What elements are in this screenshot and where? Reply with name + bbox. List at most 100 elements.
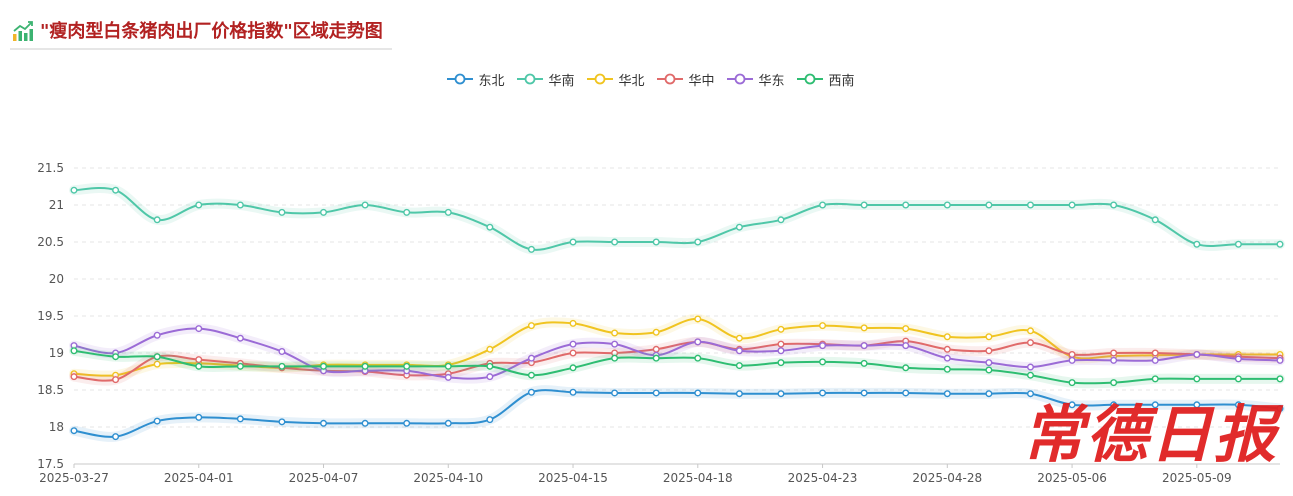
legend-label: 华中 [688, 73, 715, 89]
data-point [943, 345, 951, 353]
data-point [236, 201, 244, 209]
data-point [777, 359, 785, 367]
data-point [1026, 363, 1034, 371]
data-point [1110, 201, 1118, 209]
data-point [1151, 216, 1159, 224]
data-point [361, 419, 369, 427]
series-line-glow [69, 183, 1285, 255]
data-point [1068, 356, 1076, 364]
data-point [943, 333, 951, 341]
data-point [1026, 390, 1034, 398]
data-point [236, 362, 244, 370]
data-point [1276, 375, 1284, 383]
x-tick-label: 2025-05-09 [1162, 471, 1232, 485]
chart-title-bar: "瘦肉型白条猪肉出厂价格指数"区域走势图 [10, 14, 392, 50]
data-point [278, 362, 286, 370]
data-point [1026, 371, 1034, 379]
legend-marker-icon [586, 73, 613, 85]
data-point [860, 324, 868, 332]
legend-item[interactable]: 华中 [656, 68, 715, 90]
legend-label: 东北 [478, 73, 505, 89]
data-point [735, 390, 743, 398]
data-point [153, 216, 161, 224]
data-point [569, 319, 577, 327]
legend-label: 华南 [548, 73, 575, 89]
data-point [1110, 356, 1118, 364]
data-point [1234, 375, 1242, 383]
x-tick-label: 2025-04-28 [912, 471, 982, 485]
data-point [902, 342, 910, 350]
data-point [819, 201, 827, 209]
data-point [444, 208, 452, 216]
data-point [985, 366, 993, 374]
legend-item[interactable]: 华南 [516, 68, 575, 90]
data-point [195, 413, 203, 421]
data-point [527, 245, 535, 253]
data-point [694, 315, 702, 323]
legend-item[interactable]: 华北 [586, 68, 645, 90]
data-point [943, 201, 951, 209]
data-point [153, 331, 161, 339]
legend-item[interactable]: 西南 [796, 68, 855, 90]
data-point [902, 201, 910, 209]
data-point [195, 201, 203, 209]
data-point [985, 390, 993, 398]
data-point [735, 362, 743, 370]
data-point [1193, 375, 1201, 383]
x-tick-label: 2025-04-01 [164, 471, 234, 485]
data-point [735, 347, 743, 355]
data-point [1234, 355, 1242, 363]
data-point [112, 186, 120, 194]
data-point [403, 362, 411, 370]
data-point [694, 354, 702, 362]
data-point [486, 416, 494, 424]
data-point [236, 334, 244, 342]
legend-marker-icon [516, 73, 543, 85]
legend-marker-icon [796, 73, 823, 85]
data-point [1068, 201, 1076, 209]
data-point [902, 364, 910, 372]
data-point [1276, 405, 1284, 413]
data-point [278, 208, 286, 216]
legend-marker-icon [656, 73, 683, 85]
data-point [70, 427, 78, 435]
legend-label: 华北 [618, 73, 645, 89]
data-point [860, 389, 868, 397]
data-point [819, 322, 827, 330]
data-point [444, 419, 452, 427]
chart-title: "瘦肉型白条猪肉出厂价格指数"区域走势图 [40, 21, 383, 42]
data-point [652, 238, 660, 246]
newspaper-watermark: 常德日报 [1022, 398, 1279, 471]
data-point [611, 329, 619, 337]
y-tick-label: 21 [49, 198, 64, 212]
data-point [694, 389, 702, 397]
data-point [486, 373, 494, 381]
y-tick-label: 20 [49, 272, 64, 286]
data-point [403, 419, 411, 427]
data-point [320, 208, 328, 216]
data-point [112, 353, 120, 361]
data-point [278, 348, 286, 356]
x-tick-label: 2025-04-10 [413, 471, 483, 485]
x-tick-label: 2025-04-18 [663, 471, 733, 485]
data-point [153, 360, 161, 368]
legend-item[interactable]: 华东 [726, 68, 785, 90]
data-point [569, 349, 577, 357]
data-point [70, 347, 78, 355]
data-point [1068, 379, 1076, 387]
legend-item[interactable]: 东北 [446, 68, 505, 90]
y-tick-label: 18 [49, 420, 64, 434]
data-point [943, 354, 951, 362]
data-point [1026, 339, 1034, 347]
data-point [777, 216, 785, 224]
series-1 [69, 183, 1285, 255]
data-point [569, 388, 577, 396]
data-point [112, 376, 120, 384]
data-point [611, 389, 619, 397]
data-point [1151, 356, 1159, 364]
data-point [527, 354, 535, 362]
data-point [819, 389, 827, 397]
data-point [1276, 240, 1284, 248]
data-point [902, 389, 910, 397]
